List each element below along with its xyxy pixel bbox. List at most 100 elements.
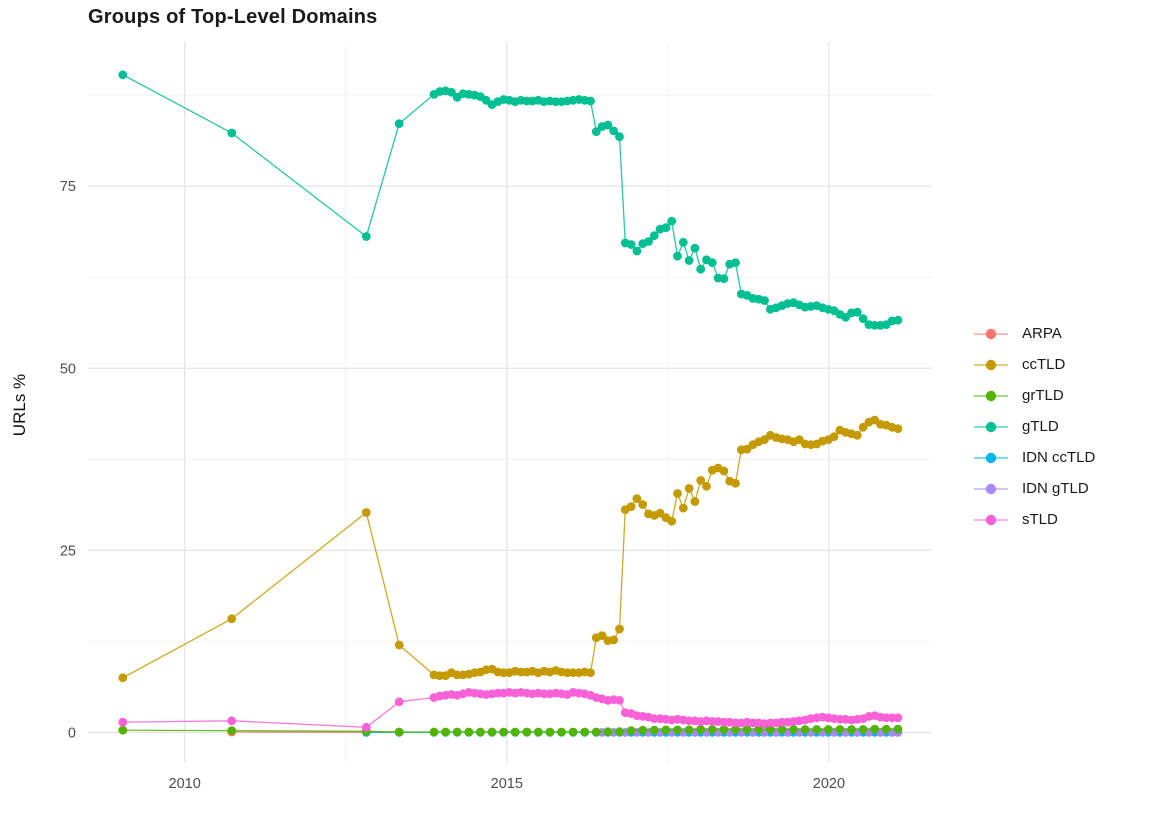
data-point [510,727,520,737]
data-point [881,724,891,734]
data-point [667,516,677,526]
data-point [696,264,706,274]
data-point [394,697,404,707]
data-point [586,96,595,106]
data-point [893,424,903,434]
series-line [122,419,899,679]
data-point [760,296,769,305]
data-point [545,727,555,737]
data-point [476,727,485,737]
data-point [673,251,682,261]
data-point [719,725,729,734]
data-point [858,725,868,734]
data-point [684,256,694,265]
data-point [609,635,619,645]
data-point [765,725,775,734]
data-point [227,716,237,726]
legend-item-idn-gtld: IDN gTLD [973,473,1095,504]
data-point [615,132,624,142]
y-tick-label: 0 [68,725,76,741]
data-point [626,240,636,249]
legend-key-icon [974,421,1008,432]
data-point [684,725,694,735]
legend-label: sTLD [1022,511,1058,528]
data-point [118,70,128,80]
legend-key-dot [985,452,997,463]
legend-key-dot [985,328,997,339]
y-tick-label: 75 [60,179,76,195]
data-point [835,725,845,734]
data-point [586,668,595,678]
chart-title: Groups of Top-Level Domains [88,6,378,28]
data-point [707,725,717,734]
data-point [649,231,659,241]
legend-key-dot [985,390,997,401]
data-point [661,725,671,735]
data-point [394,119,404,128]
x-tick-label: 2010 [169,776,201,792]
legend-item-grtld: grTLD [973,380,1095,411]
data-point [754,725,764,734]
data-point [649,725,659,735]
data-point [638,500,648,509]
data-point [557,727,566,737]
data-point [800,725,810,734]
data-point [626,726,636,735]
data-point [632,246,642,256]
x-tick-label: 2015 [491,776,523,792]
data-point [731,258,740,268]
data-point [533,727,543,737]
data-point [852,430,862,440]
legend: ARPA ccTLD grTLD gTLD IDN ccTLD IDN gTLD sTLD [973,318,1095,535]
legend-label: ARPA [1022,325,1062,342]
legend-key-icon [974,390,1008,401]
data-point [118,673,128,683]
data-point [632,494,642,503]
data-point [361,722,371,732]
data-point [441,727,450,737]
data-point [812,725,822,734]
legend-key-icon [974,483,1008,494]
data-point [684,484,694,493]
data-point [696,476,706,485]
legend-item-idn-cctld: IDN ccTLD [973,442,1095,473]
legend-key-icon [974,452,1008,463]
legend-item-stld: sTLD [973,504,1095,535]
data-point [597,631,607,640]
data-point [118,725,128,735]
series-cctld [118,415,903,683]
data-point [661,223,671,233]
data-point [580,727,590,737]
data-point [603,727,613,737]
data-point [719,466,729,476]
data-point [609,126,619,136]
data-point [227,726,237,735]
x-tick-label: 2020 [813,776,845,792]
data-point [227,614,237,624]
data-point [603,120,613,130]
data-point [227,128,237,138]
legend-key-icon [974,359,1008,370]
data-point [447,87,456,97]
data-point [870,724,880,734]
data-point [615,624,624,634]
data-point [673,725,682,735]
data-point [858,314,868,324]
data-point [823,725,833,734]
y-tick-label: 50 [60,361,76,377]
legend-key-dot [985,421,997,432]
data-point [678,237,688,247]
data-point [626,502,636,511]
legend-item-gtld: gTLD [973,411,1095,442]
series-line [122,74,898,326]
data-point [118,717,128,727]
data-point [893,315,903,325]
data-point [522,727,532,737]
data-point [394,727,404,737]
data-point [690,497,700,506]
data-point [429,727,439,737]
data-point [707,258,717,268]
data-point [487,727,497,737]
data-point [394,640,404,650]
